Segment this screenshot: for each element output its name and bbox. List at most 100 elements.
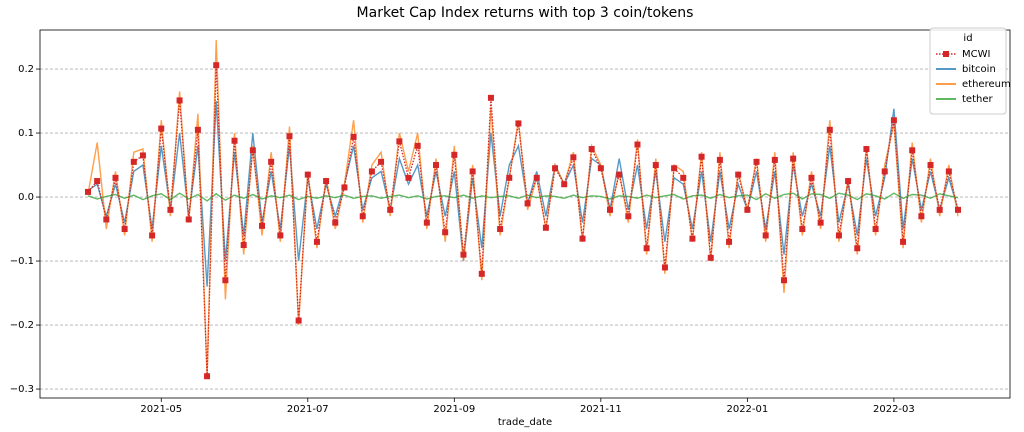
y-tick-label: −0.2 — [10, 320, 34, 331]
point-marker — [506, 174, 513, 181]
x-tick-label: 2021-11 — [580, 404, 622, 415]
point-marker — [542, 224, 549, 231]
point-marker — [414, 142, 421, 149]
series-line — [87, 192, 959, 202]
legend-label: tether — [962, 94, 993, 105]
point-marker — [323, 178, 330, 185]
point-marker — [433, 162, 439, 169]
point-marker — [112, 174, 119, 181]
point-marker — [268, 158, 275, 165]
legend-label: ethereum — [962, 79, 1011, 90]
point-marker — [625, 213, 632, 220]
legend-marker — [943, 51, 949, 57]
point-marker — [259, 222, 265, 229]
y-tick-label: 0.1 — [18, 128, 34, 139]
point-marker — [387, 206, 394, 213]
point-marker — [130, 158, 137, 165]
point-marker — [231, 137, 238, 144]
legend-label: bitcoin — [962, 64, 996, 75]
point-marker — [304, 171, 311, 178]
point-marker — [835, 232, 842, 239]
y-tick-label: 0.2 — [18, 64, 34, 75]
point-marker — [845, 178, 852, 185]
y-tick-label: −0.3 — [10, 384, 34, 395]
point-marker — [442, 229, 449, 236]
chart-title: Market Cap Index returns with top 3 coin… — [357, 5, 694, 21]
point-marker — [945, 168, 952, 175]
point-marker — [579, 235, 586, 242]
axes-frame — [39, 29, 1011, 399]
point-marker — [735, 171, 742, 178]
point-marker — [854, 245, 861, 252]
point-marker — [515, 120, 522, 127]
point-marker — [726, 238, 733, 245]
legend-box — [929, 27, 1007, 115]
point-marker — [396, 138, 403, 145]
x-tick-label: 2021-09 — [433, 404, 475, 415]
point-marker — [698, 153, 705, 160]
point-marker — [790, 155, 797, 162]
series-line — [87, 65, 959, 377]
point-marker — [85, 188, 91, 195]
point-marker — [167, 206, 174, 213]
point-marker — [918, 213, 925, 220]
point-marker — [762, 232, 769, 239]
point-marker — [900, 238, 907, 245]
point-marker — [744, 206, 751, 213]
point-marker — [680, 174, 687, 181]
y-tick-label: 0.0 — [18, 192, 34, 203]
point-marker — [799, 226, 806, 233]
point-marker — [707, 254, 714, 261]
x-tick-label: 2021-07 — [287, 404, 329, 415]
point-marker — [295, 317, 302, 324]
point-marker — [194, 126, 201, 133]
point-marker — [909, 147, 916, 154]
y-tick-label: −0.1 — [10, 256, 34, 267]
point-marker — [213, 62, 220, 69]
point-marker — [359, 213, 366, 220]
point-marker — [671, 165, 678, 172]
point-marker — [808, 174, 815, 181]
point-marker — [588, 146, 595, 153]
point-marker — [570, 154, 577, 161]
point-marker — [378, 158, 385, 165]
point-marker — [936, 206, 943, 213]
point-marker — [185, 216, 192, 223]
point-marker — [240, 242, 247, 249]
point-marker — [103, 216, 110, 223]
point-marker — [451, 151, 458, 158]
point-marker — [826, 126, 833, 133]
point-marker — [927, 162, 934, 169]
point-marker — [890, 117, 897, 124]
legend-label: MCWI — [962, 49, 990, 60]
point-marker — [222, 277, 229, 284]
point-marker — [139, 152, 146, 159]
x-axis-label: trade_date — [498, 417, 552, 428]
point-marker — [643, 245, 650, 252]
point-marker — [872, 226, 879, 233]
point-marker — [350, 133, 357, 140]
point-marker — [332, 219, 339, 226]
point-marker — [469, 168, 476, 175]
point-marker — [423, 219, 430, 226]
point-marker — [341, 184, 348, 191]
point-marker — [478, 270, 485, 277]
point-marker — [634, 141, 641, 148]
point-marker — [277, 232, 284, 239]
point-marker — [460, 251, 467, 258]
legend: id MCWI bitcoin ethereum tether — [929, 27, 1011, 115]
point-marker — [716, 156, 723, 163]
point-marker — [863, 146, 870, 153]
point-marker — [487, 94, 494, 101]
point-marker — [121, 226, 128, 233]
point-marker — [753, 158, 760, 165]
point-marker — [561, 181, 568, 188]
plot-area — [85, 40, 961, 380]
point-marker — [204, 373, 211, 380]
point-marker — [497, 226, 504, 233]
point-marker — [661, 264, 668, 271]
point-marker — [158, 125, 165, 132]
point-marker — [405, 174, 412, 181]
point-marker — [313, 238, 320, 245]
